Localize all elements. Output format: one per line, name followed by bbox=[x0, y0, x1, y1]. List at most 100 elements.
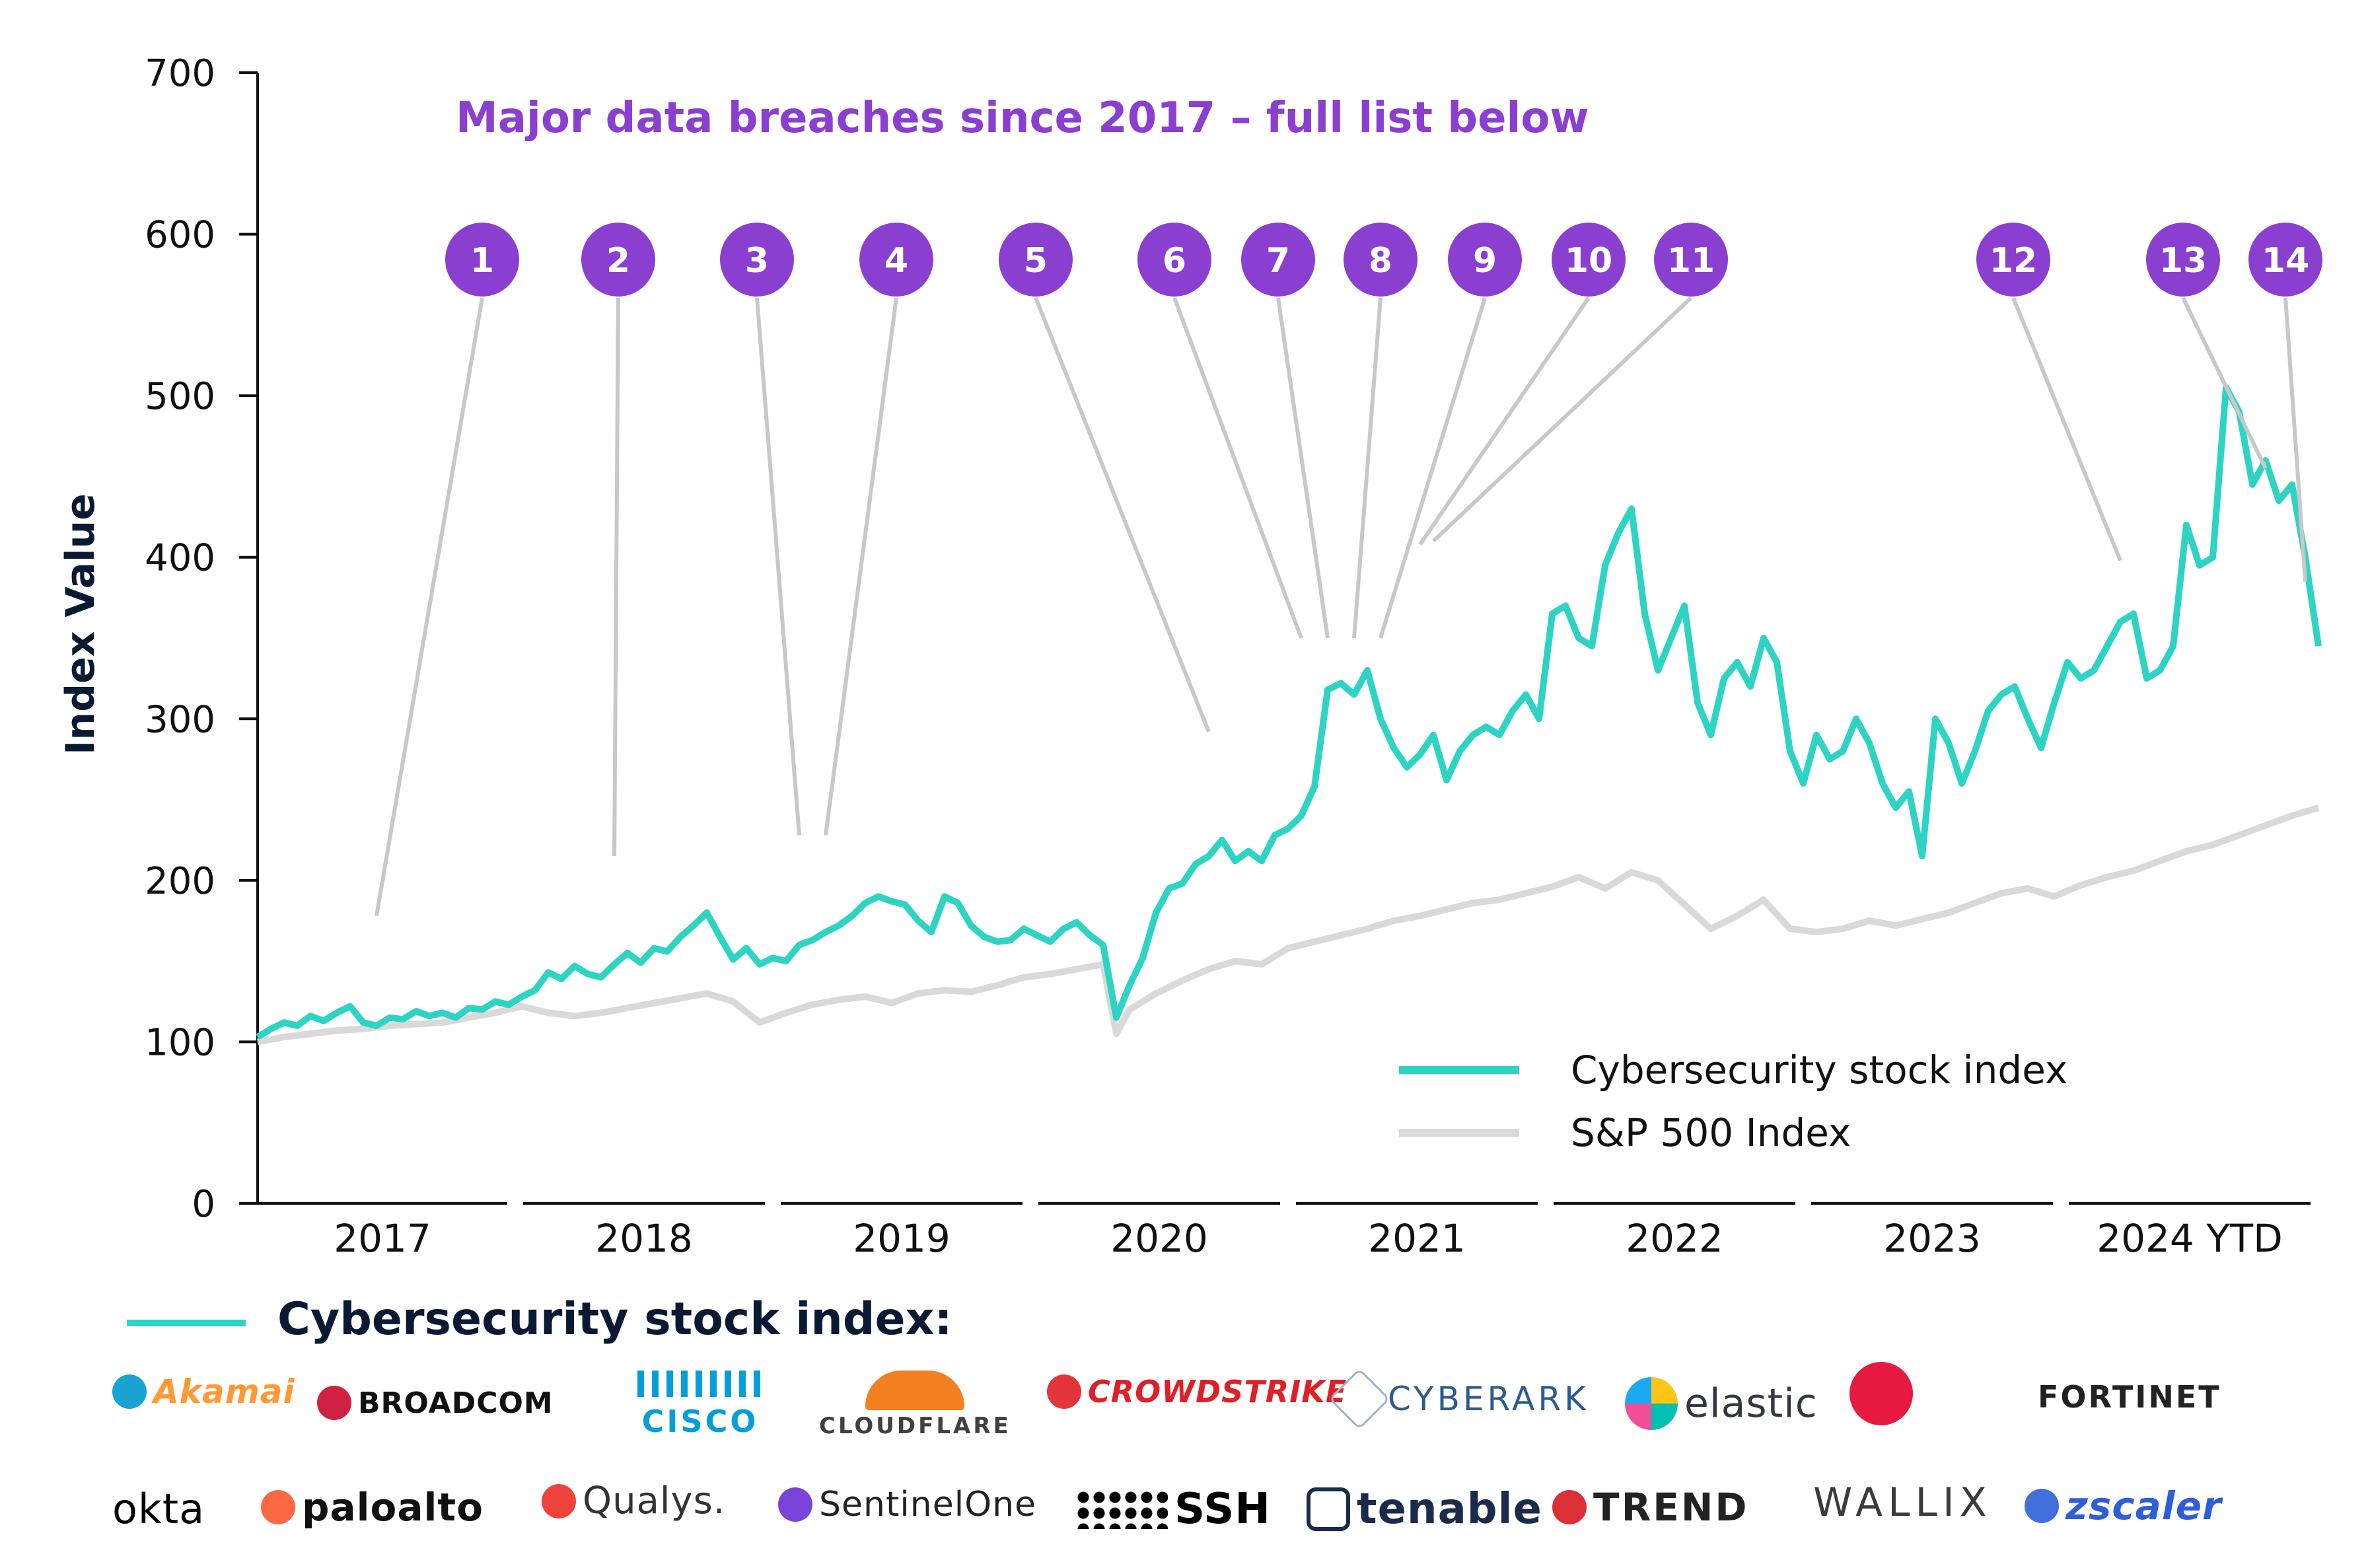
breach-leader-line bbox=[375, 297, 484, 917]
wallix-logo: WALLIX bbox=[1813, 1479, 1992, 1526]
breach-marker-circle bbox=[1344, 223, 1418, 297]
x-tick-label: 2021 bbox=[1368, 1216, 1466, 1261]
companies-title: Cybersecurity stock index: bbox=[277, 1293, 952, 1345]
y-tick-label: 200 bbox=[145, 860, 215, 903]
breach-marker-circle bbox=[1654, 223, 1728, 297]
paloalto-logo: paloalto bbox=[261, 1485, 484, 1530]
x-axis-periods: 2017 2018 2019 2020 2021 2022 2023 2024 YTD bbox=[258, 1202, 2311, 1261]
ssh-logo: SSH bbox=[1075, 1485, 1271, 1534]
trend-icon bbox=[1552, 1490, 1587, 1524]
breach-marker-circle bbox=[581, 223, 655, 297]
company-name: TREND bbox=[1593, 1485, 1749, 1530]
breach-leader-line bbox=[1418, 297, 1591, 546]
trend-logo: TREND bbox=[1552, 1485, 1749, 1530]
legend-label-sp500: S&P 500 Index bbox=[1571, 1110, 1851, 1155]
x-tick-label: 2023 bbox=[1883, 1216, 1981, 1261]
breach-leader-line bbox=[755, 297, 801, 836]
breach-leader-line bbox=[2011, 297, 2122, 561]
x-tick-label: 2022 bbox=[1626, 1216, 1723, 1261]
elastic-icon bbox=[1625, 1377, 1678, 1430]
series-line-cybersecurity-stock-index bbox=[256, 384, 2322, 1040]
akamai-logo: Akamai bbox=[112, 1372, 295, 1411]
breach-leader-line bbox=[2181, 297, 2268, 470]
fortinet-logo: FORTINET bbox=[2038, 1379, 2221, 1415]
akamai-icon bbox=[112, 1374, 147, 1409]
x-tick-label: 2017 bbox=[334, 1216, 431, 1261]
y-tick-label: 700 bbox=[145, 52, 215, 95]
y-tick-label: 300 bbox=[145, 698, 215, 741]
sentinelone-icon bbox=[778, 1487, 812, 1522]
breach-leader-line bbox=[2283, 297, 2307, 582]
series-layer bbox=[256, 384, 2322, 1046]
breach-marker-label: 7 bbox=[1266, 241, 1290, 281]
ssh-dots-icon bbox=[1075, 1489, 1168, 1529]
breach-marker-label: 14 bbox=[2262, 241, 2309, 281]
breach-marker-label: 11 bbox=[1667, 241, 1715, 281]
breach-marker-label: 5 bbox=[1024, 241, 1048, 281]
company-name: CYBERARK bbox=[1388, 1380, 1589, 1418]
breach-leader-line bbox=[1431, 296, 1693, 543]
cisco-bars-icon bbox=[637, 1371, 763, 1397]
y-tick-label: 500 bbox=[145, 375, 215, 418]
x-tick-label: 2020 bbox=[1110, 1216, 1208, 1261]
breach-marker-circle bbox=[1241, 223, 1315, 297]
okta-logo: okta bbox=[112, 1485, 205, 1533]
breach-marker-circle bbox=[2248, 223, 2322, 297]
breach-marker-label: 10 bbox=[1565, 241, 1612, 281]
breach-marker-label: 8 bbox=[1369, 241, 1392, 281]
chart-annotation: Major data breaches since 2017 – full li… bbox=[456, 94, 1589, 143]
breach-marker-circle bbox=[720, 223, 794, 297]
qualys-logo: Qualys. bbox=[542, 1479, 726, 1522]
company-name: Qualys. bbox=[583, 1479, 726, 1522]
breach-marker-circle bbox=[859, 223, 933, 297]
company-name: SSH bbox=[1174, 1485, 1271, 1534]
legend-label-cyber: Cybersecurity stock index bbox=[1571, 1048, 2067, 1092]
elastic-logo: elastic bbox=[1625, 1377, 1818, 1430]
cisco-logo: CISCO bbox=[637, 1371, 763, 1439]
company-name: zscaler bbox=[2065, 1483, 2222, 1528]
broadcom-logo: BROADCOM bbox=[317, 1386, 554, 1420]
breach-marker-circle bbox=[1976, 223, 2050, 297]
breach-leader-line bbox=[1172, 297, 1303, 639]
y-tick-label: 100 bbox=[145, 1021, 215, 1064]
paloalto-icon bbox=[261, 1490, 295, 1524]
x-tick-label: 2019 bbox=[853, 1216, 951, 1261]
breach-leader-line bbox=[1352, 297, 1382, 639]
breach-marker-label: 13 bbox=[2159, 241, 2207, 281]
x-tick-label: 2024 YTD bbox=[2097, 1216, 2283, 1261]
breach-marker-label: 6 bbox=[1163, 241, 1186, 281]
crowdstrike-icon bbox=[1047, 1374, 1081, 1409]
company-name: CISCO bbox=[641, 1404, 759, 1439]
x-tick-label: 2018 bbox=[595, 1216, 693, 1261]
breach-marker-label: 3 bbox=[745, 241, 769, 281]
company-name: okta bbox=[112, 1485, 205, 1533]
breach-leader-line bbox=[1034, 297, 1211, 732]
cloudflare-logo: CLOUDFLARE bbox=[819, 1371, 1011, 1439]
cloud-icon bbox=[865, 1371, 965, 1410]
company-name: BROADCOM bbox=[358, 1386, 554, 1420]
broadcom-icon bbox=[317, 1386, 351, 1420]
legend: Cybersecurity stock index S&P 500 Index bbox=[1399, 1048, 2067, 1155]
f5-logo: f5 bbox=[1849, 1362, 1913, 1425]
breach-leader-line bbox=[824, 297, 898, 836]
breach-marker-label: 2 bbox=[606, 241, 630, 281]
breach-marker-label: 12 bbox=[1990, 241, 2037, 281]
company-name: WALLIX bbox=[1813, 1479, 1992, 1526]
series-line-s-p-500-index bbox=[257, 804, 2320, 1046]
breach-leader-line bbox=[1276, 297, 1330, 639]
tenable-logo: tenable bbox=[1307, 1485, 1542, 1534]
company-name: elastic bbox=[1684, 1380, 1818, 1427]
breach-marker-label: 9 bbox=[1473, 241, 1497, 281]
company-name: tenable bbox=[1357, 1485, 1542, 1534]
y-tick-label: 600 bbox=[145, 214, 215, 257]
cyberark-hex-icon bbox=[1328, 1368, 1390, 1430]
tenable-hex-icon bbox=[1307, 1487, 1350, 1531]
y-axis-label: Index Value bbox=[57, 493, 104, 755]
qualys-icon bbox=[542, 1483, 576, 1518]
breach-leader-line bbox=[612, 297, 620, 857]
company-name: CLOUDFLARE bbox=[819, 1413, 1011, 1439]
cyberark-logo: CYBERARK bbox=[1328, 1368, 1589, 1430]
company-name: SentinelOne bbox=[819, 1485, 1037, 1524]
sentinelone-logo: SentinelOne bbox=[778, 1485, 1036, 1524]
